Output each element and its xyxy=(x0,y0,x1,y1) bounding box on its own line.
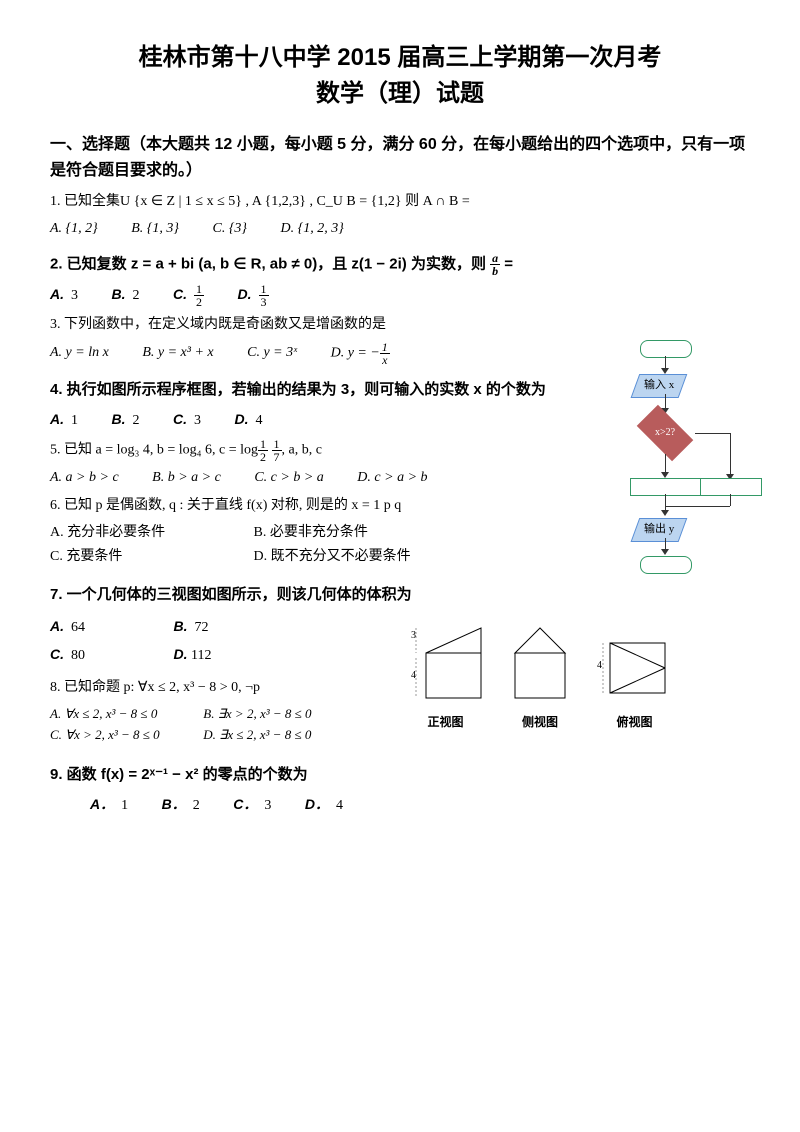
q3-opt-c: C. y = 3ˣ xyxy=(247,342,297,364)
q9-options: A． 1 B． 2 C． 3 D． 4 xyxy=(50,793,750,817)
q8-opt-b: B. ∃x > 2, x³ − 8 ≤ 0 xyxy=(203,706,311,721)
fc-start xyxy=(640,340,692,358)
q9-opt-d: 4 xyxy=(336,798,343,813)
q7-lbl-b: B. xyxy=(174,618,188,634)
q2-opt-a: 3 xyxy=(71,288,78,303)
q2-opt-b: 2 xyxy=(133,288,140,303)
q3-opt-d: D. y = −1x xyxy=(331,341,390,366)
q2-stem: 2. 已知复数 z = a + bi (a, b ∈ R, ab ≠ 0)，且 … xyxy=(50,252,750,277)
q4-opt-d: 4 xyxy=(256,413,263,428)
front-view-icon: 3 4 xyxy=(406,623,486,703)
q7-opt-d: 112 xyxy=(191,648,211,663)
q7-lbl-a: A. xyxy=(50,618,64,634)
flowchart: 输入 x x>2? 输出 y xyxy=(600,340,750,620)
q8-stem: 8. 已知命题 p: ∀x ≤ 2, x³ − 8 > 0, ¬p xyxy=(50,677,330,699)
q6-opt-b: B. 必要非充分条件 xyxy=(254,522,454,544)
q1-opt-c: C. {3} xyxy=(213,218,248,240)
q1-opt-d: D. {1, 2, 3} xyxy=(281,218,344,240)
q5-opt-b: B. b > a > c xyxy=(152,467,221,489)
q7-opt-a: 64 xyxy=(71,620,85,635)
q8-opt-c: C. ∀x > 2, x³ − 8 ≤ 0 xyxy=(50,725,200,746)
q2-lbl-d: D. xyxy=(238,286,252,302)
svg-text:4: 4 xyxy=(411,670,416,681)
q7-lbl-d: D. xyxy=(174,646,188,662)
q2-stem-text: 2. 已知复数 z = a + bi (a, b ∈ R, ab ≠ 0)，且 … xyxy=(50,255,486,272)
q4-opt-c: 3 xyxy=(194,413,201,428)
side-view-icon xyxy=(505,623,575,703)
q3-stem: 3. 下列函数中，在定义域内既是奇函数又是增函数的是 xyxy=(50,314,750,336)
q9-opt-b: 2 xyxy=(193,798,200,813)
q2-lbl-c: C. xyxy=(173,286,187,302)
q2-opt-d: 13 xyxy=(259,283,269,308)
q9-lbl-a: A． xyxy=(90,796,114,812)
q4-opt-b: 2 xyxy=(133,413,140,428)
q1-opt-b: B. {1, 3} xyxy=(131,218,179,240)
q2-lbl-b: B. xyxy=(112,286,126,302)
q5-opt-a: A. a > b > c xyxy=(50,467,119,489)
fc-proc-yes xyxy=(630,478,702,496)
q5-opt-d: D. c > a > b xyxy=(357,467,427,489)
three-view-diagram: 3 4 正视图 侧视图 4 xyxy=(330,613,750,752)
q2-opt-c: 12 xyxy=(194,283,204,308)
fc-proc-no xyxy=(700,478,762,496)
q9-lbl-c: C． xyxy=(233,796,257,812)
q9-opt-c: 3 xyxy=(264,798,271,813)
fc-cond: x>2? xyxy=(637,405,694,462)
q2-lbl-a: A. xyxy=(50,286,64,302)
q2-frac: ab xyxy=(490,252,500,277)
q9-opt-a: 1 xyxy=(121,798,128,813)
q4-opt-a: 1 xyxy=(71,413,78,428)
q4-lbl-a: A. xyxy=(50,411,64,427)
q5-opt-c: C. c > b > a xyxy=(254,467,323,489)
q7-options: A. 64 B. 72 C. 80 D. 112 xyxy=(50,615,330,672)
top-view-icon: 4 xyxy=(595,633,675,703)
q4-lbl-d: D. xyxy=(235,411,249,427)
q8-opt-a: A. ∀x ≤ 2, x³ − 8 ≤ 0 xyxy=(50,704,200,725)
q8-options: A. ∀x ≤ 2, x³ − 8 ≤ 0 B. ∃x > 2, x³ − 8 … xyxy=(50,704,330,746)
q4-lbl-b: B. xyxy=(112,411,126,427)
q2-options: A. 3 B. 2 C. 12 D. 13 xyxy=(50,283,750,308)
q1-options: A. {1, 2} B. {1, 3} C. {3} D. {1, 2, 3} xyxy=(50,218,750,240)
q9-stem: 9. 函数 f(x) = 2ˣ⁻¹ − x² 的零点的个数为 xyxy=(50,763,750,787)
front-view-label: 正视图 xyxy=(406,713,486,732)
q7-opt-b: 72 xyxy=(195,620,209,635)
title-line-2: 数学（理）试题 xyxy=(50,76,750,112)
fc-end xyxy=(640,556,692,574)
title-line-1: 桂林市第十八中学 2015 届高三上学期第一次月考 xyxy=(50,40,750,76)
q7-lbl-c: C. xyxy=(50,646,64,662)
fc-output: 输出 y xyxy=(631,518,688,542)
section-1-heading: 一、选择题（本大题共 12 小题，每小题 5 分，满分 60 分，在每小题给出的… xyxy=(50,132,750,183)
q6-opt-a: A. 充分非必要条件 xyxy=(50,522,250,544)
q1-stem: 1. 已知全集U {x ∈ Z | 1 ≤ x ≤ 5} , A {1,2,3}… xyxy=(50,191,750,213)
q6-opt-c: C. 充要条件 xyxy=(50,546,250,568)
svg-text:3: 3 xyxy=(411,630,416,641)
q7-opt-c: 80 xyxy=(71,648,85,663)
top-view-label: 俯视图 xyxy=(595,713,675,732)
q9-lbl-d: D． xyxy=(305,796,329,812)
svg-text:4: 4 xyxy=(597,660,602,671)
q3-opt-b: B. y = x³ + x xyxy=(142,342,213,364)
q1-opt-a: A. {1, 2} xyxy=(50,218,98,240)
q3-opt-a: A. y = ln x xyxy=(50,342,109,364)
side-view-label: 侧视图 xyxy=(505,713,575,732)
fc-input: 输入 x xyxy=(631,374,688,398)
q6-opt-d: D. 既不充分又不必要条件 xyxy=(254,546,454,568)
q8-opt-d: D. ∃x ≤ 2, x³ − 8 ≤ 0 xyxy=(203,727,311,742)
q9-lbl-b: B． xyxy=(162,796,186,812)
q4-lbl-c: C. xyxy=(173,411,187,427)
